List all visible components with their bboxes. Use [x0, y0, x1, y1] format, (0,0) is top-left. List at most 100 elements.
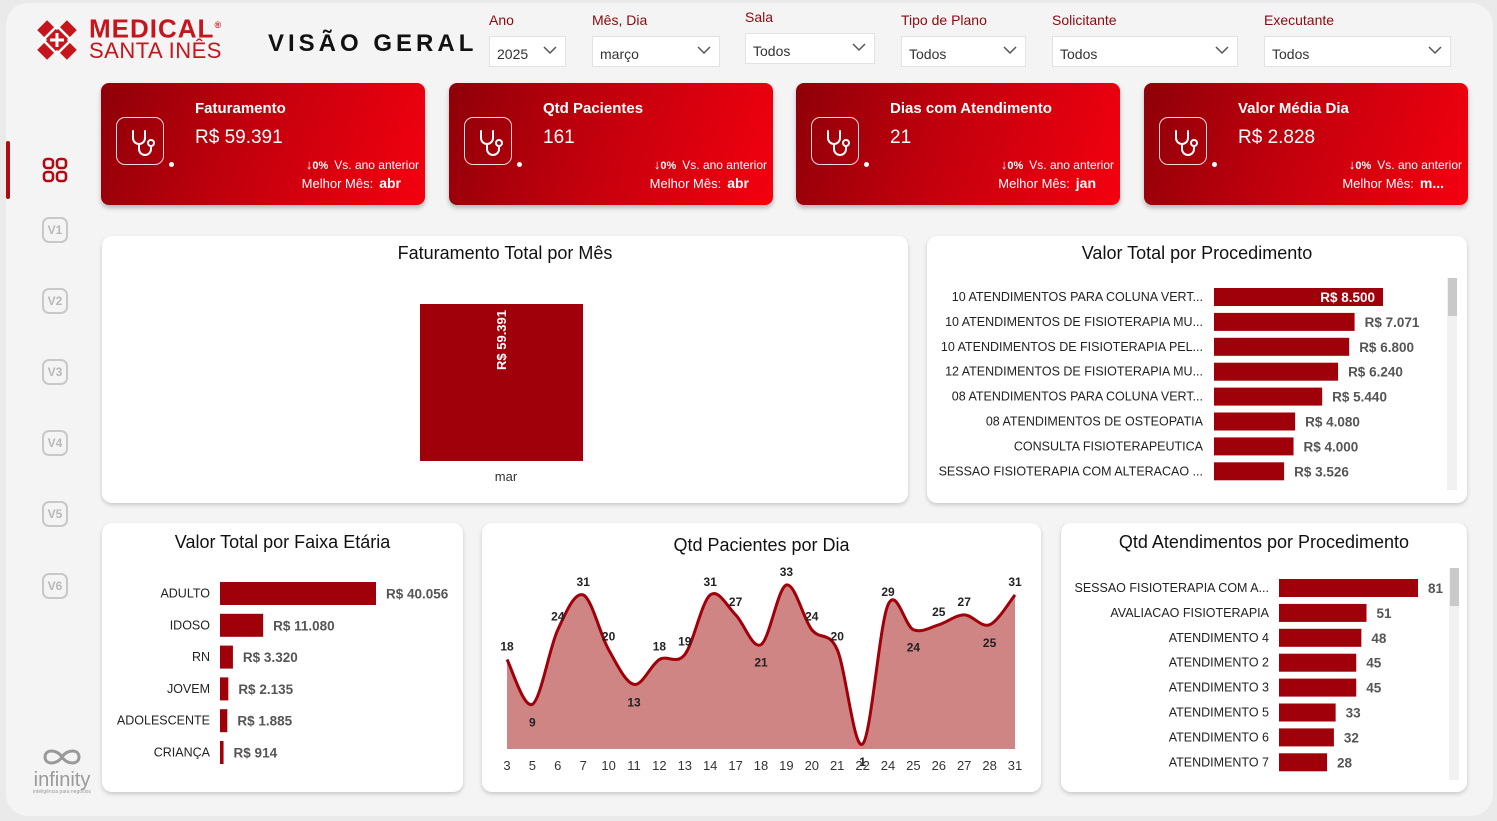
kpi-value: 21 — [890, 127, 912, 148]
scrollbar-thumb[interactable] — [1448, 278, 1457, 316]
bar[interactable] — [1214, 362, 1339, 381]
kpi-card-3: Valor Média Dia R$ 2.828 ↓0% Vs. ano anteri… — [1144, 83, 1468, 205]
bar-data-label: R$ 3.526 — [1294, 464, 1349, 479]
point-data-label: 1 — [859, 755, 866, 769]
x-tick-label: 24 — [881, 758, 895, 773]
scrollbar-thumb[interactable] — [1450, 568, 1459, 606]
x-tick-label: 17 — [728, 758, 742, 773]
nav-v4[interactable]: V4 — [42, 430, 68, 456]
x-tick-label: 7 — [580, 758, 587, 773]
kpi-value: R$ 2.828 — [1238, 127, 1316, 148]
scrollbar-track[interactable] — [1447, 278, 1457, 490]
series-line[interactable] — [505, 583, 1017, 746]
filter-dropdown[interactable]: março — [592, 36, 720, 67]
bar[interactable] — [1279, 579, 1418, 597]
kpi-dot — [1212, 162, 1217, 167]
filter-value: Todos — [909, 46, 947, 62]
category-label: ATENDIMENTO 6 — [1169, 730, 1269, 744]
bar[interactable] — [1279, 603, 1367, 622]
nav-home[interactable] — [42, 157, 68, 183]
x-tick-label: 11 — [627, 758, 641, 773]
bar-data-label: 81 — [1428, 581, 1444, 596]
point-data-label: 24 — [805, 610, 819, 624]
filter-4: Solicitante Todos — [1052, 12, 1238, 67]
point-data-label: 20 — [602, 630, 616, 644]
nav-v6[interactable]: V6 — [42, 573, 68, 599]
bar[interactable] — [1279, 703, 1336, 722]
bar[interactable] — [1214, 312, 1355, 331]
bar[interactable] — [220, 741, 224, 764]
bar[interactable] — [1279, 678, 1357, 697]
chart-title: Qtd Pacientes por Dia — [673, 535, 850, 555]
x-tick-label: 25 — [906, 758, 920, 773]
bar[interactable] — [1279, 753, 1328, 772]
filter-dropdown[interactable]: Todos — [901, 36, 1026, 67]
bar[interactable] — [1214, 412, 1296, 431]
nav-v5[interactable]: V5 — [42, 501, 68, 527]
bar[interactable] — [1279, 653, 1357, 672]
point-data-label: 24 — [907, 641, 921, 655]
bar[interactable] — [1214, 288, 1383, 306]
stethoscope-icon — [464, 117, 512, 165]
x-tick-label: mar — [495, 469, 518, 484]
bar[interactable] — [1279, 628, 1362, 647]
scrollbar-track[interactable] — [1449, 568, 1459, 780]
bar-data-label: R$ 40.056 — [386, 587, 449, 602]
arrow-down-icon: ↓ — [1000, 157, 1008, 172]
bar-data-label: R$ 2.135 — [238, 682, 293, 697]
nav-v3[interactable]: V3 — [42, 359, 68, 385]
kpi-best-label: Melhor Mês: — [301, 176, 374, 191]
bar[interactable] — [1214, 387, 1323, 406]
filter-dropdown[interactable]: Todos — [1264, 36, 1451, 67]
bar[interactable] — [220, 645, 233, 669]
kpi-compare-label: Vs. ano anterior — [682, 158, 767, 172]
point-data-label: 27 — [729, 595, 743, 609]
point-data-label: 13 — [627, 695, 641, 709]
filter-dropdown[interactable]: Todos — [745, 33, 875, 64]
nav-v1[interactable]: V1 — [42, 217, 68, 243]
bar[interactable] — [1214, 462, 1285, 481]
kpi-comparison: ↓0% Vs. ano anterior — [654, 157, 767, 172]
x-tick-label: 5 — [529, 758, 536, 773]
kpi-card-1: Qtd Pacientes 161 ↓0% Vs. ano anterior Melho… — [449, 83, 773, 205]
point-data-label: 25 — [983, 636, 997, 650]
kpi-best-month: Melhor Mês: abr — [302, 175, 401, 191]
arrow-down-icon: ↓ — [653, 157, 661, 172]
bar[interactable] — [420, 304, 583, 461]
nav-v2[interactable]: V2 — [42, 288, 68, 314]
kpi-compare-label: Vs. ano anterior — [334, 158, 419, 172]
point-data-label: 33 — [780, 565, 794, 579]
kpi-best-label: Melhor Mês: — [998, 176, 1070, 191]
category-label: CRIANÇA — [154, 746, 211, 760]
bar[interactable] — [220, 613, 264, 637]
card-valor-procedimento: Valor Total por Procedimento 10 ATENDIME… — [927, 236, 1467, 503]
infinity-icon — [43, 749, 81, 765]
brand-logo: MEDICAL® SANTA INÊS — [89, 14, 222, 62]
bar[interactable] — [220, 709, 228, 733]
v1-icon: V1 — [47, 223, 63, 237]
bar-data-label: R$ 6.240 — [1348, 365, 1403, 380]
bar[interactable] — [1214, 337, 1350, 356]
bar[interactable] — [1279, 728, 1334, 747]
kpi-comparison: ↓0% Vs. ano anterior — [1349, 157, 1462, 172]
bar[interactable] — [220, 677, 229, 701]
nav-active-indicator — [6, 141, 10, 199]
stethoscope-icon — [116, 117, 164, 165]
bar[interactable] — [1214, 437, 1294, 456]
point-data-label: 24 — [551, 610, 565, 624]
bar[interactable] — [220, 582, 376, 605]
point-data-label: 9 — [529, 715, 536, 729]
filter-dropdown[interactable]: 2025 — [489, 36, 566, 67]
kpi-best-label: Melhor Mês: — [1342, 176, 1414, 191]
kpi-best-month: Melhor Mês: jan — [998, 175, 1096, 191]
category-label: 08 ATENDIMENTOS DE OSTEOPATIA — [986, 415, 1204, 429]
infinity-tagline: inteligência para negócios — [33, 789, 91, 795]
kpi-dot — [864, 162, 869, 167]
kpi-best-value: abr — [379, 175, 401, 191]
filter-label: Sala — [745, 9, 774, 25]
chevron-down-icon — [1215, 46, 1229, 55]
kpi-dot — [169, 162, 174, 167]
v2-icon: V2 — [47, 294, 63, 308]
arrow-down-icon: ↓ — [1348, 157, 1356, 172]
filter-dropdown[interactable]: Todos — [1052, 36, 1238, 67]
